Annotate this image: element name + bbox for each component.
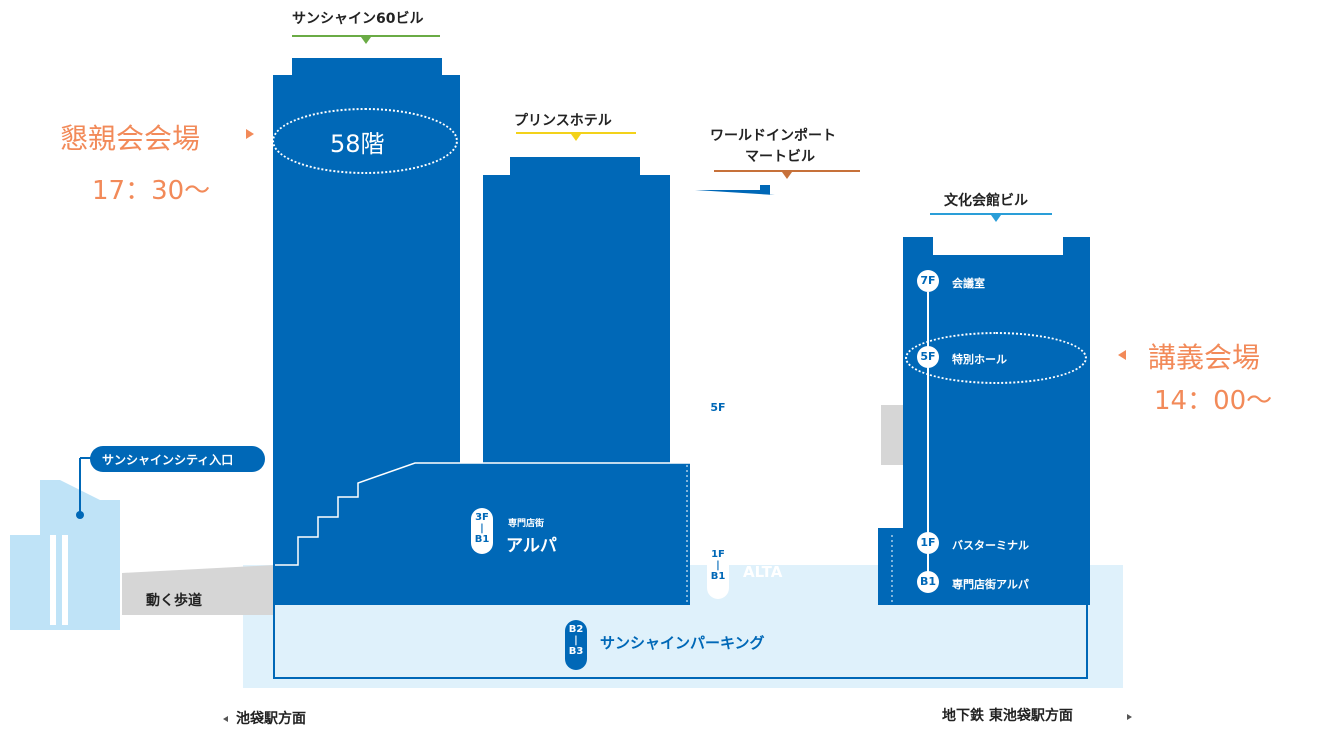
prince-hotel-label: プリンスホテル (514, 113, 612, 129)
sunshine60-label: サンシャイン60ビル (292, 11, 424, 27)
banquet-label: 懇親会会場 (60, 122, 201, 155)
parking-level (273, 605, 1088, 679)
left-direction-arrow-icon (223, 716, 228, 722)
lecture-time: 14：00〜 (1154, 386, 1273, 416)
world-import-mart-building (695, 185, 775, 195)
right-direction: 地下鉄 東池袋駅方面 (942, 708, 1073, 724)
alta-floor-range: 1F | B1 (707, 545, 729, 599)
world-import-marker-icon (782, 172, 792, 179)
lecture-highlight (905, 332, 1087, 384)
alta-name: ALTA (743, 563, 783, 581)
sunshine60-marker-icon (361, 37, 371, 44)
banquet-arrow-icon (246, 129, 254, 139)
entrance-building-graphic (10, 457, 275, 630)
bunka-b1-name: 専門店街アルパ (952, 578, 1029, 591)
lower-mall (273, 462, 893, 605)
lecture-label: 講義会場 (1148, 341, 1261, 374)
entrance-label: サンシャインシティ入口 (90, 446, 265, 472)
parking-name: サンシャインパーキング (600, 634, 765, 652)
walkway-label: 動く歩道 (146, 593, 202, 609)
prince-hotel-underline (516, 132, 636, 134)
conference-floor-line (717, 419, 719, 545)
banquet-highlight (272, 108, 458, 174)
prince-hotel-building (483, 157, 670, 465)
alpa-name: アルパ (506, 536, 557, 556)
world-import-label-line2: マートビル (745, 149, 815, 165)
bunka-kaikan-label: 文化会館ビル (944, 193, 1028, 209)
bunka-kaikan-marker-icon (991, 215, 1001, 222)
sunshine60-underline (292, 35, 440, 37)
world-import-underline (714, 170, 860, 172)
bunka-7f-badge: 7F (917, 270, 939, 292)
bunka-5f-name: 特別ホール (952, 353, 1007, 366)
bunka-1f-name: バスターミナル (952, 539, 1029, 552)
bunka-b1-badge: B1 (917, 571, 939, 593)
alpa-sub: 専門店街 (508, 519, 545, 529)
alpa-floor-range: 3F | B1 (471, 508, 493, 554)
bunka-kaikan-underline (930, 213, 1052, 215)
prince-hotel-marker-icon (571, 134, 581, 141)
world-import-label-line1: ワールドインポート (710, 128, 836, 144)
lecture-arrow-icon (1118, 350, 1126, 360)
bunka-kaikan-building (878, 237, 1090, 605)
banquet-floor: 58階 (330, 130, 385, 158)
conference-name: コンファレンスルーム (742, 404, 852, 417)
left-direction: 池袋駅方面 (236, 711, 306, 727)
bunka-5f-badge: 5F (917, 346, 939, 368)
bunka-7f-name: 会議室 (952, 277, 985, 290)
banquet-time: 17：30〜 (92, 176, 211, 206)
bunka-1f-badge: 1F (917, 532, 939, 554)
entrance-label-text: サンシャインシティ入口 (102, 453, 234, 467)
conference-floor-badge: 5F (707, 397, 729, 419)
right-direction-arrow-icon (1127, 714, 1132, 720)
bunka-floor-line (927, 292, 929, 582)
parking-floor-range: B2 | B3 (565, 620, 587, 670)
